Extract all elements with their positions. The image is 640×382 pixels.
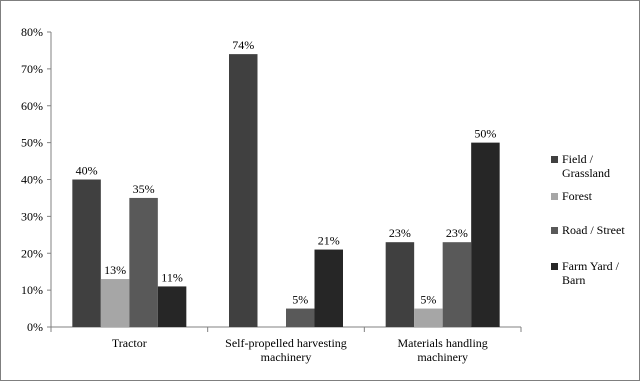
bar — [72, 179, 101, 327]
legend-label: Forest — [562, 189, 593, 203]
y-tick-label: 60% — [21, 99, 43, 113]
y-tick-label: 50% — [21, 136, 43, 150]
legend-swatch — [551, 227, 558, 234]
data-label: 13% — [104, 263, 126, 277]
bar — [286, 308, 315, 327]
legend-label: Field / Grassland — [562, 152, 610, 180]
y-tick-label: 40% — [21, 173, 43, 187]
data-label: 23% — [446, 226, 468, 240]
y-tick-label: 80% — [21, 25, 43, 39]
legend-swatch — [551, 156, 558, 163]
data-label: 23% — [389, 226, 411, 240]
bar — [385, 242, 415, 327]
bar — [129, 197, 158, 327]
data-label: 40% — [76, 164, 98, 178]
legend-swatch — [551, 193, 558, 200]
bar — [442, 242, 472, 327]
y-tick-label: 0% — [27, 320, 43, 334]
x-category-label: Self-propelled harvesting machinery — [225, 336, 347, 364]
bar — [229, 54, 258, 327]
y-tick-label: 30% — [21, 209, 43, 223]
bar — [414, 308, 443, 327]
data-label: 5% — [420, 293, 436, 307]
data-label: 5% — [292, 293, 308, 307]
legend-swatch — [551, 263, 558, 270]
data-label: 50% — [474, 127, 496, 141]
bar — [100, 279, 130, 327]
data-label: 35% — [133, 182, 155, 196]
bar — [314, 249, 343, 327]
bar — [157, 286, 187, 327]
y-tick-label: 70% — [21, 62, 43, 76]
x-category-label: Tractor — [112, 336, 147, 350]
legend-label: Farm Yard / Barn — [562, 259, 620, 287]
legend-label: Road / Street — [562, 223, 625, 237]
bar — [471, 142, 500, 327]
y-tick-label: 20% — [21, 246, 43, 260]
y-tick-label: 10% — [21, 283, 43, 297]
data-label: 21% — [318, 234, 340, 248]
data-label: 74% — [232, 38, 254, 52]
x-category-label: Materials handling machinery — [398, 336, 488, 364]
data-label: 11% — [161, 270, 183, 284]
